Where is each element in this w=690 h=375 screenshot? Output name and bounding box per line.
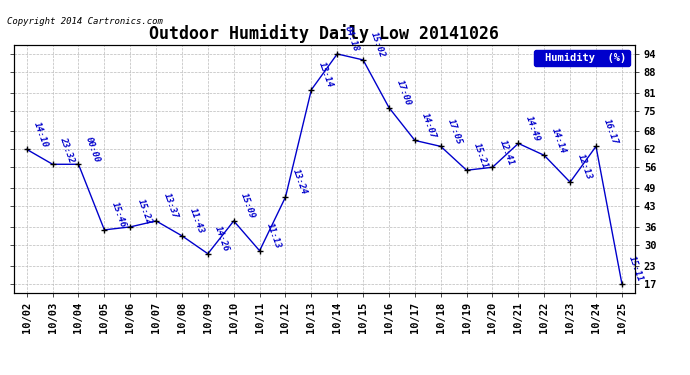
Text: 14:26: 14:26 bbox=[213, 225, 231, 253]
Text: 23:32: 23:32 bbox=[58, 135, 76, 164]
Text: 04:18: 04:18 bbox=[343, 25, 360, 53]
Text: 00:00: 00:00 bbox=[84, 135, 101, 164]
Text: 13:37: 13:37 bbox=[161, 192, 179, 220]
Text: 14:14: 14:14 bbox=[550, 126, 567, 154]
Text: 15:11: 15:11 bbox=[627, 255, 645, 283]
Text: 13:14: 13:14 bbox=[317, 61, 335, 89]
Text: 15:22: 15:22 bbox=[136, 198, 153, 226]
Text: 15:46: 15:46 bbox=[110, 201, 128, 229]
Title: Outdoor Humidity Daily Low 20141026: Outdoor Humidity Daily Low 20141026 bbox=[149, 24, 500, 44]
Text: 16:17: 16:17 bbox=[602, 117, 619, 146]
Text: 17:00: 17:00 bbox=[395, 78, 412, 107]
Text: 17:05: 17:05 bbox=[446, 117, 464, 146]
Text: 12:13: 12:13 bbox=[575, 153, 593, 182]
Text: 11:13: 11:13 bbox=[265, 222, 283, 250]
Text: 15:02: 15:02 bbox=[368, 31, 386, 59]
Text: 15:21: 15:21 bbox=[472, 141, 490, 170]
Text: Copyright 2014 Cartronics.com: Copyright 2014 Cartronics.com bbox=[7, 17, 163, 26]
Text: 12:41: 12:41 bbox=[498, 138, 515, 166]
Text: 15:09: 15:09 bbox=[239, 192, 257, 220]
Text: 11:43: 11:43 bbox=[188, 207, 205, 235]
Text: 13:24: 13:24 bbox=[291, 168, 308, 196]
Text: 14:49: 14:49 bbox=[524, 114, 542, 142]
Text: 14:07: 14:07 bbox=[420, 111, 438, 140]
Legend: Humidity  (%): Humidity (%) bbox=[534, 50, 629, 66]
Text: 14:10: 14:10 bbox=[32, 120, 50, 148]
